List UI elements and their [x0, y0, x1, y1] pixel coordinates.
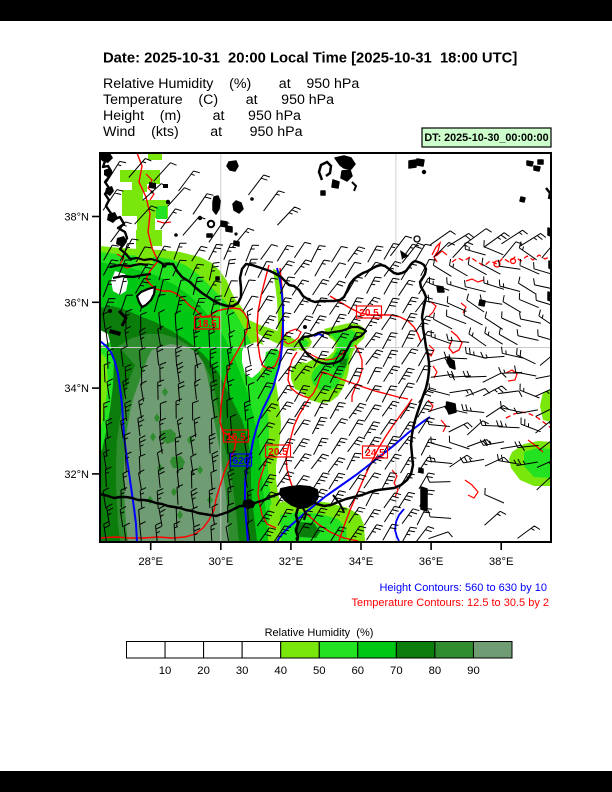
svg-text:Relative Humidity (%): Relative Humidity (%)	[265, 627, 374, 639]
svg-text:20: 20	[197, 665, 210, 677]
svg-text:Height (m) at 9: Height (m) at 950 hPa	[103, 108, 301, 124]
svg-text:10: 10	[159, 665, 172, 677]
svg-text:36°E: 36°E	[419, 556, 444, 568]
svg-text:DT: 2025-10-30_00:00:00: DT: 2025-10-30_00:00:00	[424, 132, 548, 144]
svg-text:38°E: 38°E	[489, 556, 514, 568]
svg-text:28°E: 28°E	[138, 556, 163, 568]
svg-text:18.5: 18.5	[197, 319, 217, 330]
svg-text:32°N: 32°N	[64, 469, 89, 481]
svg-text:20.5: 20.5	[268, 447, 288, 458]
svg-text:Height Contours: 560 to 630 by: Height Contours: 560 to 630 by 10	[379, 582, 547, 594]
svg-text:80: 80	[429, 665, 442, 677]
svg-text:36°N: 36°N	[64, 297, 89, 309]
svg-text:20.5: 20.5	[359, 308, 379, 319]
svg-text:24.5: 24.5	[365, 448, 385, 459]
svg-text:620: 620	[233, 456, 250, 467]
svg-text:70: 70	[390, 665, 403, 677]
svg-text:38°N: 38°N	[64, 212, 89, 224]
svg-text:Relative Humidity (%): Relative Humidity (%) at 950 hPa	[103, 76, 359, 92]
svg-text:16.5: 16.5	[226, 432, 246, 443]
svg-text:50: 50	[313, 665, 326, 677]
svg-text:30: 30	[236, 665, 249, 677]
svg-text:60: 60	[352, 665, 365, 677]
svg-text:Temperature (C) at: Temperature (C) at 950 hPa	[103, 92, 334, 108]
svg-text:Date: 2025-10-31 20:00 Local: Date: 2025-10-31 20:00 Local Time [2025-…	[103, 51, 517, 67]
svg-text:90: 90	[467, 665, 480, 677]
svg-text:30°E: 30°E	[208, 556, 233, 568]
svg-text:32°E: 32°E	[279, 556, 304, 568]
svg-text:34°N: 34°N	[64, 383, 89, 395]
svg-text:Temperature Contours: 12.5 to: Temperature Contours: 12.5 to 30.5 by 2	[351, 597, 549, 609]
svg-text:Wind (kts) at: Wind (kts) at 950 hPa	[103, 124, 303, 140]
svg-text:34°E: 34°E	[349, 556, 374, 568]
svg-text:40: 40	[274, 665, 287, 677]
